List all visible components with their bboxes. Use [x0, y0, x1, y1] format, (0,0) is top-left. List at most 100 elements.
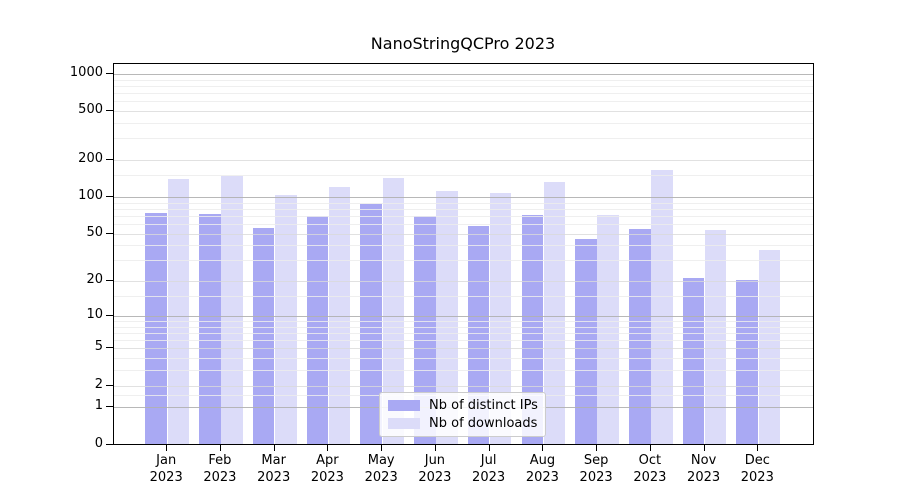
minor-gridline-900: [114, 79, 813, 81]
legend-swatch-distinct-ips: [388, 400, 420, 412]
bar-distinct-ips-feb: [199, 214, 221, 444]
x-tick-label-dec: Dec 2023: [740, 453, 774, 485]
minor-gridline-400: [114, 123, 813, 124]
minor-gridline-3: [114, 370, 813, 372]
y-tick-500: [106, 110, 113, 112]
gridline-1000: [114, 73, 813, 75]
x-tick-feb: [219, 445, 221, 451]
minor-gridline-150: [114, 175, 813, 177]
gridline-100: [114, 197, 813, 198]
bar-downloads-aug: [543, 182, 566, 444]
x-tick-label-aug: Aug 2023: [525, 453, 559, 485]
minor-gridline-40: [114, 245, 813, 247]
y-tick-5: [106, 347, 113, 349]
x-tick-jul: [488, 445, 490, 451]
bar-distinct-ips-apr: [306, 216, 329, 444]
y-tick-20: [106, 280, 113, 282]
bar-distinct-ips-jun: [414, 215, 436, 444]
bar-distinct-ips-jan: [145, 212, 167, 444]
minor-gridline-700: [114, 93, 813, 95]
x-tick-aug: [542, 445, 544, 451]
gridline-2: [114, 385, 813, 387]
x-tick-apr: [327, 445, 329, 451]
y-tick-100: [106, 196, 113, 197]
y-tick-label-100: 100: [78, 188, 103, 203]
minor-gridline-7: [114, 333, 813, 334]
y-tick-label-500: 500: [78, 102, 103, 118]
x-tick-label-may: May 2023: [364, 453, 398, 485]
bar-downloads-mar: [275, 194, 297, 444]
x-tick-nov: [703, 445, 705, 451]
x-tick-label-feb: Feb 2023: [203, 453, 237, 485]
gridline-5: [114, 348, 813, 350]
minor-gridline-6: [114, 340, 813, 342]
minor-gridline-800: [114, 85, 813, 87]
y-tick-2: [106, 384, 113, 386]
minor-gridline-15: [114, 295, 813, 297]
y-tick-label-10: 10: [86, 306, 103, 322]
y-tick-10: [106, 314, 113, 316]
y-tick-label-0: 0: [94, 435, 103, 451]
gridline-50: [114, 233, 813, 235]
minor-gridline-60: [114, 224, 813, 225]
x-tick-label-mar: Mar 2023: [257, 453, 291, 485]
minor-gridline-4: [114, 358, 813, 360]
y-tick-label-5: 5: [94, 339, 103, 355]
y-tick-1: [106, 406, 113, 408]
bar-downloads-nov: [704, 229, 727, 444]
bar-distinct-ips-nov: [682, 277, 705, 444]
legend-item-downloads: Nb of downloads: [388, 416, 537, 431]
legend-label-downloads: Nb of downloads: [429, 415, 538, 431]
bar-distinct-ips-oct: [629, 228, 651, 444]
x-tick-label-jun: Jun 2023: [418, 453, 452, 485]
x-tick-label-sep: Sep 2023: [579, 453, 613, 485]
bar-distinct-ips-aug: [521, 214, 544, 444]
chart-title: NanoStringQCPro 2023: [370, 34, 556, 53]
x-tick-jan: [166, 445, 168, 451]
y-tick-1000: [106, 72, 113, 74]
x-tick-sep: [596, 445, 598, 451]
minor-gridline-300: [114, 138, 813, 140]
y-tick-200: [106, 159, 113, 161]
bar-downloads-sep: [597, 214, 619, 444]
bar-downloads-apr: [328, 187, 351, 444]
gridline-200: [114, 160, 813, 162]
y-tick-50: [106, 232, 113, 234]
bar-downloads-jan: [167, 179, 190, 444]
y-tick-label-50: 50: [86, 224, 103, 240]
x-tick-label-apr: Apr 2023: [310, 453, 344, 485]
y-tick-label-20: 20: [86, 272, 103, 288]
legend: Nb of distinct IPs Nb of downloads: [379, 392, 546, 437]
x-tick-jun: [434, 445, 436, 451]
bar-downloads-jun: [436, 190, 458, 444]
y-tick-label-1000: 1000: [69, 64, 103, 80]
bar-distinct-ips-dec: [736, 280, 758, 444]
legend-label-distinct-ips: Nb of distinct IPs: [429, 398, 538, 414]
minor-gridline-9: [114, 321, 813, 322]
legend-swatch-downloads: [388, 417, 420, 429]
bar-downloads-oct: [651, 170, 673, 444]
x-tick-label-nov: Nov 2023: [687, 453, 721, 485]
bar-downloads-dec: [758, 249, 781, 444]
minor-gridline-8: [114, 326, 813, 328]
bar-distinct-ips-may: [360, 204, 382, 444]
gridline-20: [114, 281, 813, 283]
x-tick-oct: [649, 445, 651, 451]
minor-gridline-70: [114, 215, 813, 217]
gridline-500: [114, 111, 813, 113]
x-tick-dec: [757, 445, 759, 451]
legend-item-distinct-ips: Nb of distinct IPs: [388, 398, 538, 414]
y-tick-label-1: 1: [94, 398, 103, 414]
plot-area: [113, 63, 814, 445]
x-tick-label-jul: Jul 2023: [472, 453, 506, 485]
bar-distinct-ips-sep: [575, 239, 597, 444]
bar-distinct-ips-jul: [467, 225, 490, 444]
bar-downloads-feb: [221, 176, 243, 444]
y-tick-label-2: 2: [94, 376, 103, 392]
minor-gridline-80: [114, 208, 813, 210]
minor-gridline-30: [114, 260, 813, 262]
gridline-10: [114, 315, 813, 317]
bar-downloads-jul: [489, 193, 512, 444]
minor-gridline-90: [114, 202, 813, 204]
